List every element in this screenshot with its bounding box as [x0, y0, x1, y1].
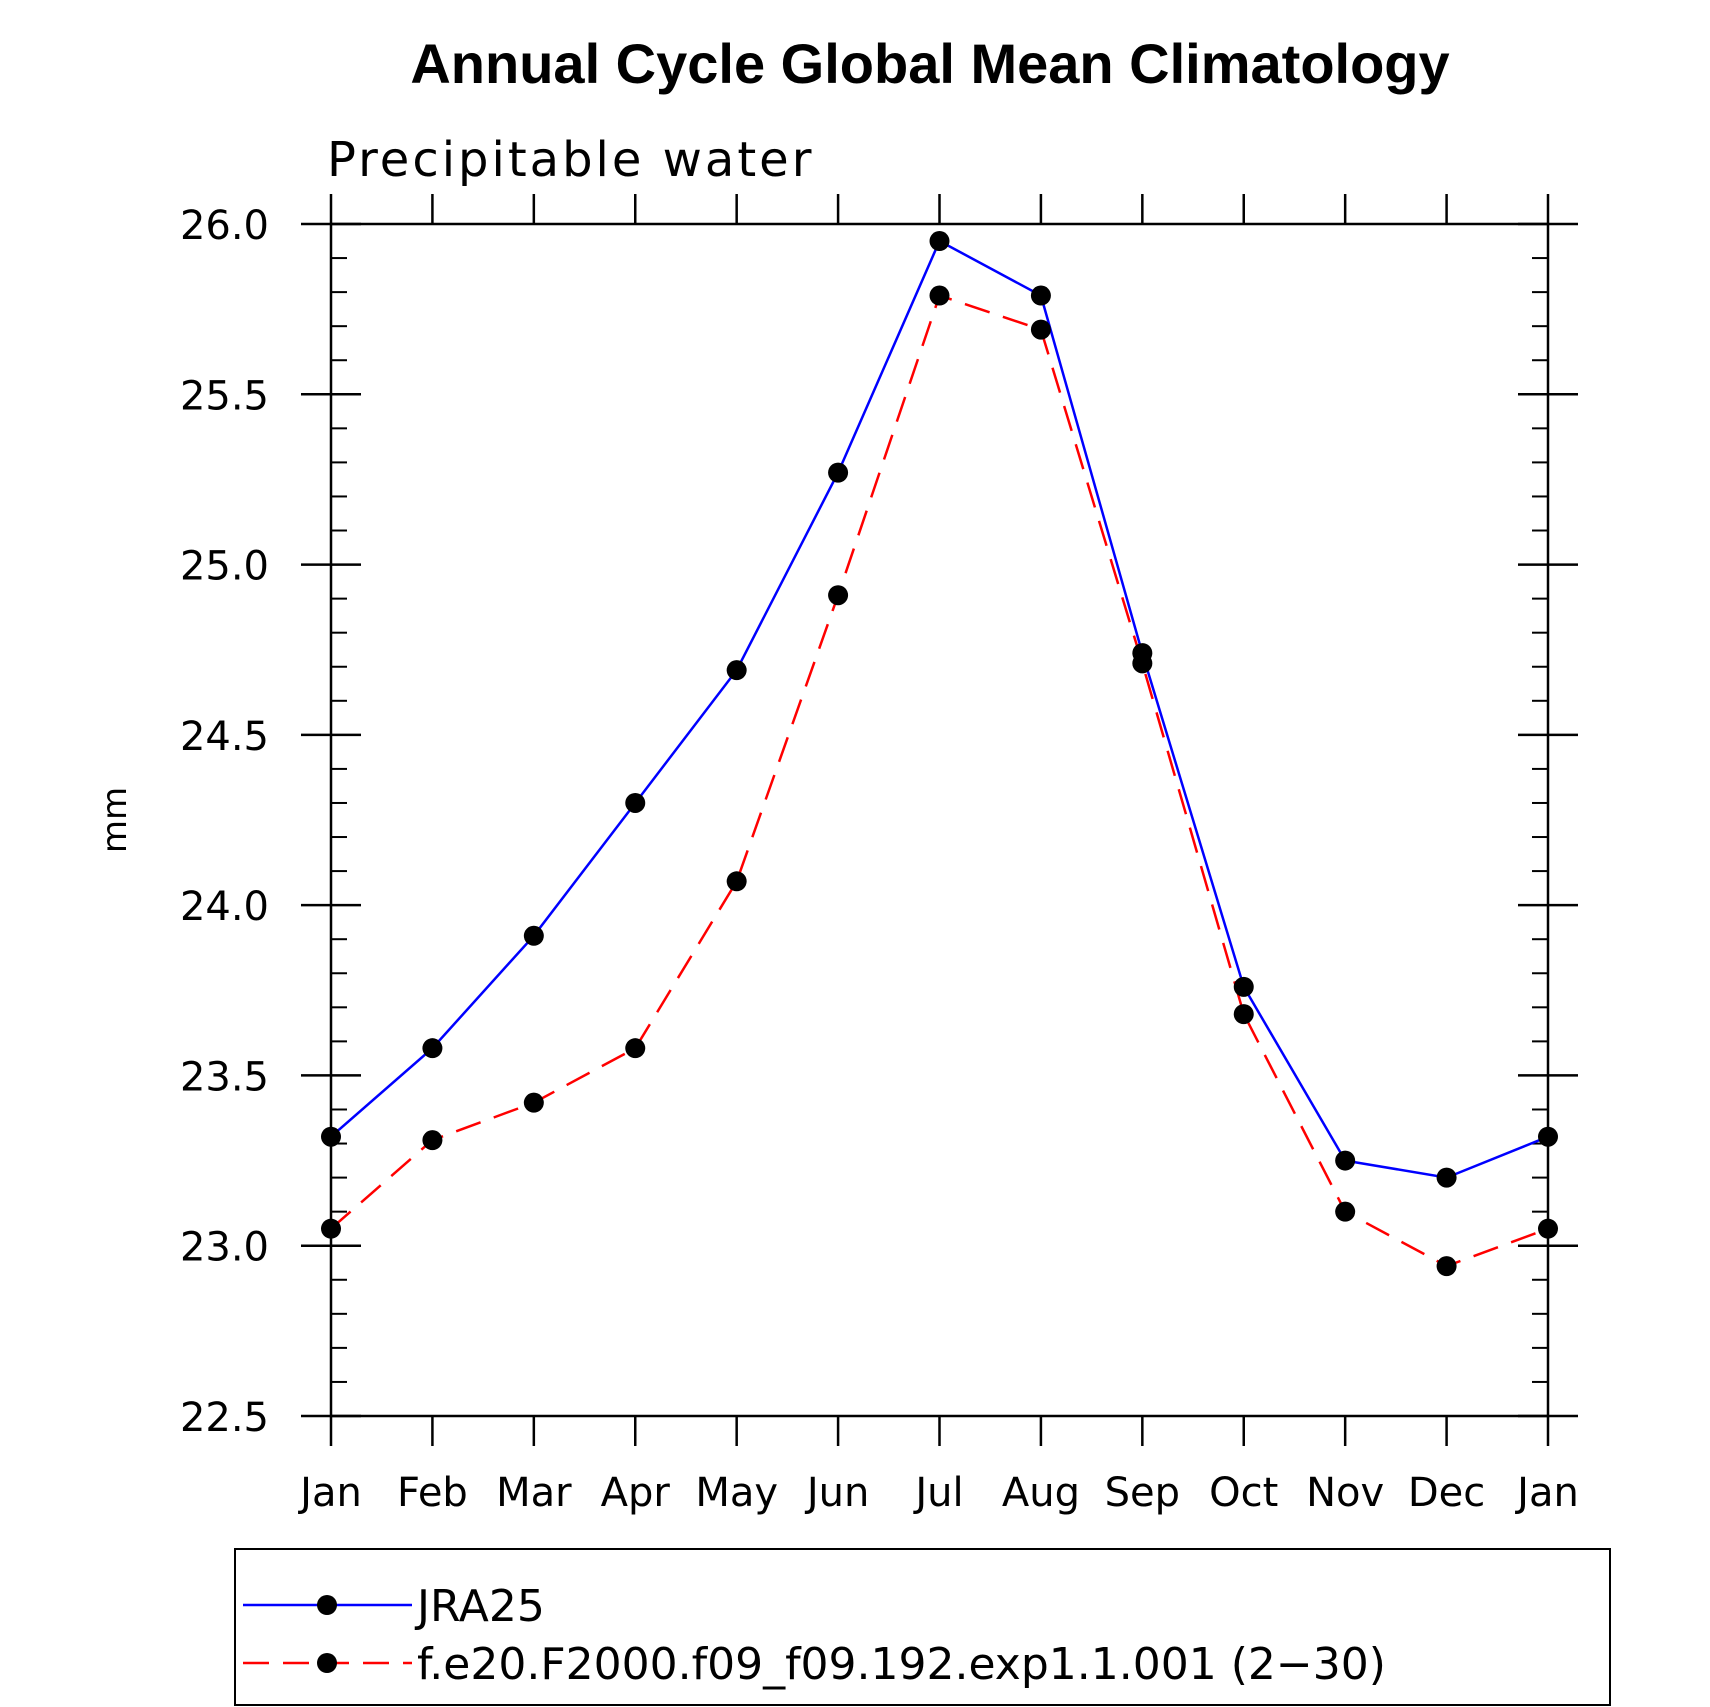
- legend-marker-1: [317, 1595, 337, 1615]
- y-tick-labels: 22.5 23.0 23.5 24.0 24.5 25.0 25.5 26.0: [180, 203, 269, 1441]
- data-point-series-1: [1233, 976, 1254, 997]
- data-point-series-1: [1436, 1167, 1457, 1188]
- x-tick-label: Feb: [397, 1470, 468, 1516]
- x-tick-label: Apr: [601, 1470, 671, 1516]
- series-line-1: [330, 239, 1549, 1179]
- legend-label-2: f.e20.F2000.f09_f09.192.exp1.1.001 (2−30…: [417, 1639, 1386, 1690]
- data-point-series-2: [523, 1092, 544, 1113]
- x-tick-label: Jan: [1514, 1470, 1579, 1516]
- chart-subtitle: Precipitable water: [327, 132, 814, 188]
- y-axis-label: mm: [95, 787, 135, 853]
- data-point-series-2: [1335, 1201, 1356, 1222]
- y-tick-label: 25.5: [180, 373, 269, 419]
- y-tick-label: 22.5: [180, 1395, 269, 1441]
- data-point-series-2: [929, 285, 950, 306]
- x-tick-label: Dec: [1408, 1470, 1485, 1516]
- data-point-series-2: [625, 1038, 646, 1059]
- data-point-series-1: [828, 462, 849, 483]
- data-point-series-1: [523, 925, 544, 946]
- data-point-series-1: [929, 231, 950, 252]
- data-point-series-2: [1436, 1256, 1457, 1277]
- legend-label-1: JRA25: [414, 1581, 545, 1632]
- x-tick-label: Jan: [297, 1470, 362, 1516]
- x-tick-label: Oct: [1209, 1470, 1278, 1516]
- y-tick-label: 23.5: [180, 1054, 269, 1100]
- series-lines: [330, 239, 1549, 1268]
- y-tick-label: 25.0: [180, 544, 269, 590]
- series-line-2: [330, 293, 1549, 1268]
- x-tick-label: Aug: [1002, 1470, 1080, 1516]
- axes: [301, 194, 1578, 1446]
- x-tick-label: Jun: [804, 1470, 870, 1516]
- data-point-series-2: [726, 871, 747, 892]
- data-point-series-1: [1030, 285, 1051, 306]
- data-point-series-1: [625, 792, 646, 813]
- y-tick-label: 23.0: [180, 1225, 269, 1271]
- data-point-series-2: [1538, 1218, 1558, 1239]
- data-point-series-1: [1538, 1126, 1558, 1147]
- y-tick-label: 24.0: [180, 884, 269, 930]
- data-point-series-2: [1233, 1004, 1254, 1025]
- data-point-series-2: [1132, 653, 1153, 674]
- legend: JRA25 f.e20.F2000.f09_f09.192.exp1.1.001 …: [243, 1581, 1386, 1690]
- x-tick-label: Jul: [912, 1470, 963, 1516]
- x-tick-label: Nov: [1306, 1470, 1384, 1516]
- x-tick-labels: Jan Feb Mar Apr May Jun Jul Aug Sep Oct Nov Dec Jan: [297, 1470, 1579, 1516]
- legend-box: [234, 1548, 1611, 1706]
- y-tick-label: 26.0: [180, 203, 269, 249]
- data-point-series-2: [422, 1130, 443, 1151]
- x-tick-label: May: [695, 1470, 778, 1516]
- data-point-series-1: [1335, 1150, 1356, 1171]
- data-point-series-1: [422, 1038, 443, 1059]
- data-point-series-1: [321, 1126, 341, 1147]
- chart-title: Annual Cycle Global Mean Climatology: [410, 32, 1449, 95]
- y-tick-label: 24.5: [180, 714, 269, 760]
- x-tick-label: Sep: [1105, 1470, 1180, 1516]
- data-point-series-2: [1030, 319, 1051, 340]
- plot-frame: [329, 222, 1550, 1418]
- data-point-series-2: [828, 585, 849, 606]
- series-points: [321, 231, 1558, 1277]
- data-point-series-2: [321, 1218, 341, 1239]
- data-point-series-1: [726, 660, 747, 681]
- legend-marker-2: [317, 1653, 337, 1673]
- x-tick-label: Mar: [496, 1470, 572, 1516]
